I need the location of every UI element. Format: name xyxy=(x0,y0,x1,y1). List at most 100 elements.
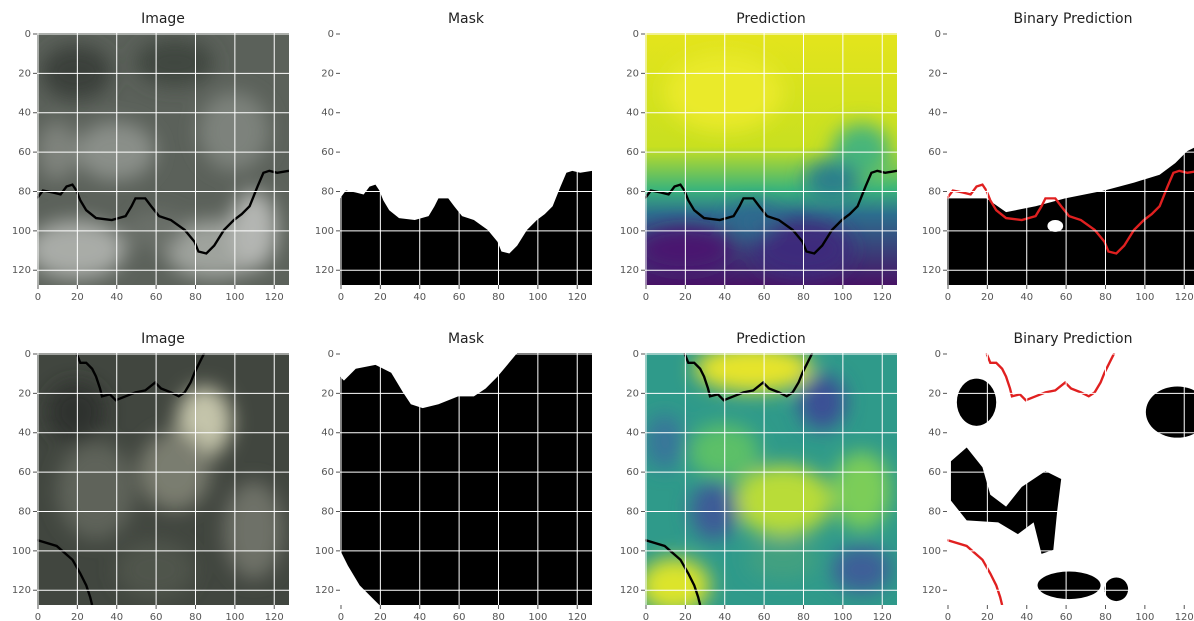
y-tick-label: 20 xyxy=(928,68,941,79)
panel: Prediction 0 20 40 60 80 100 120 0 20 40 60 80 100 120 xyxy=(620,11,897,303)
blob xyxy=(747,540,819,580)
blob xyxy=(753,220,852,280)
y-tick-label: 40 xyxy=(928,108,941,119)
y-tick-label: 20 xyxy=(18,68,31,79)
blob xyxy=(804,160,860,201)
x-tick-label: 40 xyxy=(110,612,123,621)
x-tick-label: 100 xyxy=(1135,612,1154,621)
blob xyxy=(125,210,185,250)
y-tick-label: 60 xyxy=(626,147,639,158)
panel: Binary Prediction 0 20 40 60 80 100 120 0 20 40 60 8… xyxy=(922,331,1194,621)
boundary xyxy=(645,538,702,605)
y-tick-label: 40 xyxy=(928,428,941,439)
x-tick-label: 60 xyxy=(758,292,771,303)
x-tick-label: 20 xyxy=(374,292,387,303)
x-tick-label: 80 xyxy=(1099,292,1112,303)
blob xyxy=(832,545,892,594)
x-tick-label: 80 xyxy=(797,292,810,303)
panel-title: Prediction xyxy=(736,331,806,347)
x-tick-label: 120 xyxy=(265,292,284,303)
x-tick-label: 60 xyxy=(1060,292,1073,303)
x-tick-label: 40 xyxy=(110,292,123,303)
y-tick-label: 60 xyxy=(321,147,334,158)
blob xyxy=(135,38,215,87)
region xyxy=(956,378,997,426)
image xyxy=(37,353,289,605)
panel: Prediction 0 20 40 60 80 100 120 0 20 40 60 80 100 120 xyxy=(620,331,897,621)
y-tick-label: 120 xyxy=(12,585,31,596)
blob xyxy=(46,382,106,442)
blob xyxy=(664,52,783,132)
x-tick-label: 0 xyxy=(945,292,951,303)
x-tick-label: 80 xyxy=(492,612,505,621)
region xyxy=(950,447,1062,554)
x-tick-label: 60 xyxy=(1060,612,1073,621)
region xyxy=(1037,571,1101,600)
image xyxy=(37,33,289,285)
blob xyxy=(694,353,813,393)
panel-title: Image xyxy=(141,11,185,27)
hole xyxy=(1047,220,1064,232)
y-tick-label: 100 xyxy=(315,226,334,237)
blob xyxy=(645,225,734,274)
clear-region xyxy=(340,353,518,409)
x-tick-label: 60 xyxy=(453,292,466,303)
x-tick-label: 0 xyxy=(945,612,951,621)
y-tick-label: 120 xyxy=(620,585,639,596)
boundary xyxy=(985,353,1116,402)
y-tick-label: 80 xyxy=(626,506,639,517)
texture xyxy=(46,382,284,600)
y-tick-label: 80 xyxy=(18,506,31,517)
y-tick-label: 20 xyxy=(626,68,639,79)
y-tick-label: 120 xyxy=(315,585,334,596)
x-tick-label: 0 xyxy=(338,292,344,303)
panel-title: Mask xyxy=(448,11,485,27)
image xyxy=(947,353,1194,605)
x-tick-label: 120 xyxy=(568,292,587,303)
y-tick-label: 40 xyxy=(321,108,334,119)
y-tick-label: 60 xyxy=(928,467,941,478)
image-content xyxy=(645,353,897,605)
texture xyxy=(645,353,892,605)
y-tick-label: 20 xyxy=(18,388,31,399)
boundary xyxy=(947,538,1004,605)
x-tick-label: 60 xyxy=(150,292,163,303)
x-tick-label: 100 xyxy=(225,292,244,303)
y-tick-label: 60 xyxy=(321,467,334,478)
image-content xyxy=(340,353,592,605)
boundary xyxy=(683,353,814,402)
clear-region xyxy=(340,549,380,605)
x-tick-label: 0 xyxy=(35,292,41,303)
y-tick-label: 100 xyxy=(12,546,31,557)
x-tick-label: 100 xyxy=(528,612,547,621)
image xyxy=(645,33,897,285)
boundary xyxy=(37,169,289,255)
x-tick-label: 120 xyxy=(873,292,892,303)
y-tick-label: 40 xyxy=(626,428,639,439)
y-tick-label: 100 xyxy=(620,226,639,237)
boundary xyxy=(75,353,206,402)
y-tick-label: 120 xyxy=(315,265,334,276)
boundary xyxy=(645,169,897,255)
blob xyxy=(56,441,136,541)
y-tick-label: 0 xyxy=(935,29,941,40)
y-tick-label: 20 xyxy=(626,388,639,399)
panel: Image 0 20 40 60 80 100 120 0 20 40 60 80 100 120 xyxy=(12,11,289,303)
x-tick-label: 60 xyxy=(453,612,466,621)
x-tick-label: 40 xyxy=(413,292,426,303)
panel: Mask 0 20 40 60 80 100 120 0 20 40 60 80 100 120 xyxy=(315,11,592,303)
y-tick-label: 40 xyxy=(18,428,31,439)
x-tick-label: 40 xyxy=(718,292,731,303)
x-tick-label: 0 xyxy=(338,612,344,621)
x-tick-label: 40 xyxy=(718,612,731,621)
blob xyxy=(37,220,126,280)
image-content xyxy=(340,33,592,285)
image-content xyxy=(947,353,1194,605)
panel: Image 0 20 40 60 80 100 120 0 20 40 60 80 100 120 xyxy=(12,331,289,621)
y-tick-label: 20 xyxy=(321,68,334,79)
image xyxy=(340,33,592,285)
image-content xyxy=(947,33,1194,285)
blob xyxy=(645,557,710,605)
y-tick-label: 120 xyxy=(620,265,639,276)
x-tick-label: 80 xyxy=(797,612,810,621)
